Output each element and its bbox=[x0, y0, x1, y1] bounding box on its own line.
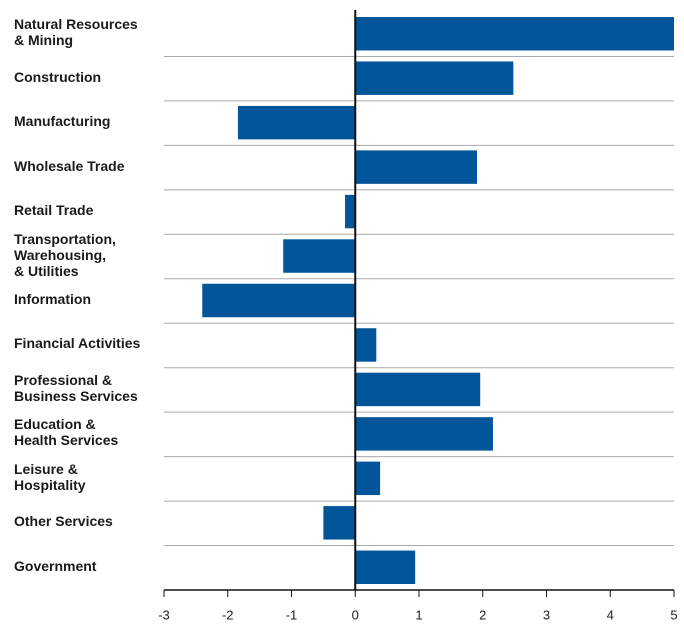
category-label: Other Services bbox=[14, 513, 113, 530]
x-tick-label: 4 bbox=[607, 607, 614, 622]
x-tick-label: 3 bbox=[543, 607, 550, 622]
bar bbox=[355, 461, 381, 496]
bar bbox=[355, 417, 493, 451]
category-label: Natural Resources & Mining bbox=[14, 16, 138, 49]
category-label: Wholesale Trade bbox=[14, 157, 125, 174]
x-tick-label: -1 bbox=[286, 607, 298, 622]
x-tick-label: -3 bbox=[158, 607, 170, 622]
category-label: Government bbox=[14, 557, 97, 574]
category-label: Information bbox=[14, 291, 91, 307]
bar bbox=[345, 194, 356, 229]
category-label: Construction bbox=[14, 68, 102, 85]
category-label: Manufacturing bbox=[14, 113, 111, 130]
x-tick-label: 5 bbox=[670, 607, 677, 622]
bar bbox=[202, 283, 356, 318]
x-tick-label: 2 bbox=[479, 607, 486, 622]
category-label: Professional & Business Services bbox=[14, 371, 138, 404]
bar bbox=[355, 150, 478, 184]
bar bbox=[355, 17, 674, 51]
x-tick-label: 0 bbox=[352, 607, 359, 622]
bar bbox=[355, 61, 514, 95]
bar bbox=[355, 328, 377, 362]
bar bbox=[323, 506, 356, 540]
category-label: Education & Health Services bbox=[14, 416, 119, 449]
bar bbox=[355, 550, 416, 584]
bar bbox=[283, 239, 356, 273]
category-label: Retail Trade bbox=[14, 202, 94, 219]
bar bbox=[355, 372, 481, 407]
x-tick-label: -2 bbox=[222, 607, 234, 622]
category-label: Financial Activities bbox=[14, 335, 141, 352]
category-label: Transportation, Warehousing, & Utilities bbox=[14, 230, 116, 279]
x-tick-label: 1 bbox=[415, 607, 422, 622]
bar bbox=[237, 105, 356, 140]
category-label: Leisure & Hospitality bbox=[14, 460, 86, 493]
